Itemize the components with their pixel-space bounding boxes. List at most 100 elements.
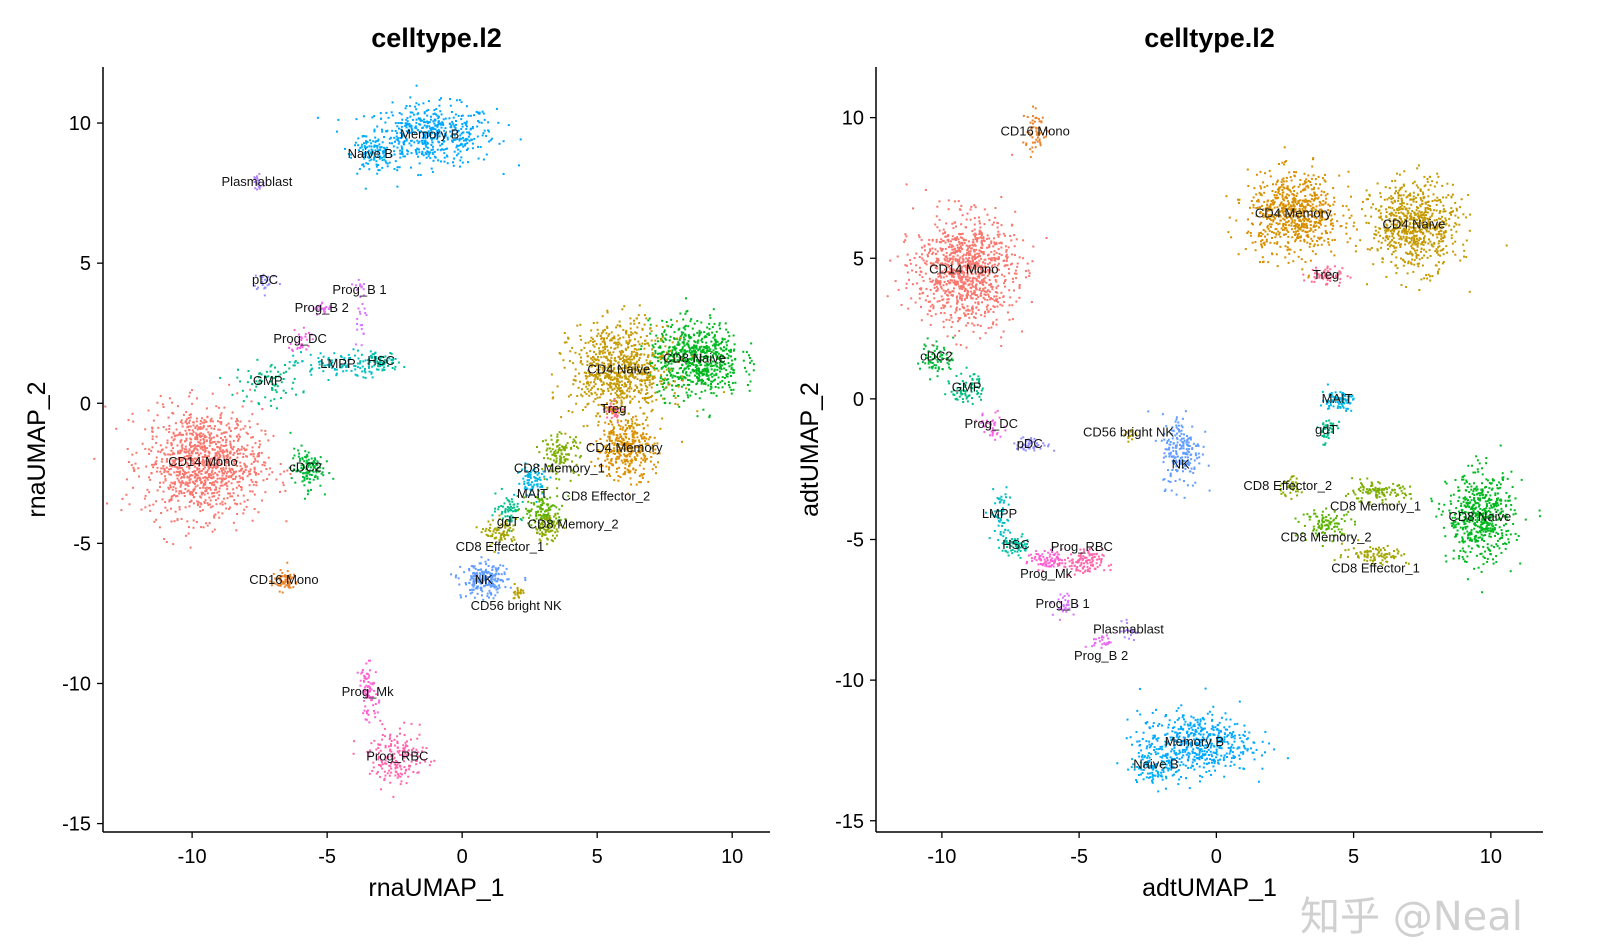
point-cd8-naive <box>710 392 713 395</box>
point-memory-b <box>451 120 454 123</box>
point-cd14-mono <box>150 449 153 452</box>
point-cd4-memory <box>597 449 600 451</box>
point-cd14-mono <box>225 457 228 460</box>
point-cd16-mono <box>287 586 290 589</box>
point-cd8-naive <box>661 366 664 369</box>
point-cd14-mono <box>192 519 195 522</box>
point-cd14-mono <box>231 411 234 414</box>
point-memory-b <box>430 167 433 170</box>
point-mait <box>533 483 536 486</box>
point-cd8-memory-2 <box>549 520 552 523</box>
point-cd14-mono <box>213 514 216 517</box>
point-cd14-mono <box>173 452 176 455</box>
point-memory-b <box>394 130 397 132</box>
point-cd8-memory-2 <box>527 522 530 525</box>
point-cd4-naive <box>601 372 604 375</box>
point-cd14-mono <box>173 465 176 468</box>
point-memory-b <box>455 154 458 157</box>
point-cd14-mono <box>196 484 199 487</box>
point-cd14-mono <box>187 425 190 428</box>
point-memory-b <box>424 151 427 154</box>
point-cd14-mono <box>162 406 165 408</box>
point-cd14-mono <box>196 424 199 427</box>
point-cd14-mono <box>148 491 151 494</box>
point-naive-b <box>365 151 368 154</box>
point-lmpp <box>318 367 321 369</box>
point-cd8-naive <box>678 405 681 408</box>
point-cd8-naive <box>683 338 686 341</box>
point-cd14-mono <box>193 470 196 473</box>
point-cd8-naive <box>725 328 728 331</box>
point-cd8-memory-1 <box>577 447 580 450</box>
point-cd8-memory-2 <box>542 513 545 516</box>
point-cd4-memory <box>622 473 625 476</box>
point-nk <box>470 577 473 580</box>
point-nk <box>485 582 487 585</box>
point-memory-b <box>388 137 391 140</box>
point-cd14-mono <box>156 401 159 404</box>
point-cd4-naive <box>635 317 638 320</box>
point-memory-b <box>379 146 382 149</box>
point-cd14-mono <box>204 476 207 479</box>
point-cd14-mono <box>203 441 206 443</box>
point-memory-b <box>440 123 442 126</box>
point-prog-b-2 <box>319 306 322 309</box>
point-cd4-naive <box>646 356 649 359</box>
point-cd14-mono <box>212 473 215 476</box>
point-cdc2 <box>296 468 299 471</box>
point-lmpp <box>328 365 331 368</box>
point-cd4-naive <box>605 337 608 340</box>
point-cd4-naive <box>635 351 638 354</box>
point-cdc2 <box>301 468 304 470</box>
point-cd8-naive <box>718 322 721 325</box>
point-cd8-naive <box>680 331 683 334</box>
point-cd8-memory-1 <box>556 445 559 448</box>
point-cd14-mono <box>229 470 231 473</box>
point-cd14-mono <box>162 426 165 428</box>
point-cd14-mono <box>189 432 192 435</box>
point-cd4-naive <box>639 392 642 395</box>
point-treg <box>616 421 619 424</box>
point-cd4-naive <box>651 394 653 397</box>
point-cd14-mono <box>225 431 228 434</box>
point-nk <box>486 595 489 598</box>
cluster-nk <box>450 552 527 601</box>
point-cd14-mono <box>259 443 262 446</box>
point-nk <box>489 591 492 594</box>
point-naive-b <box>373 145 376 148</box>
point-memory-b <box>417 103 420 106</box>
point-naive-b <box>369 139 371 142</box>
point-cd4-naive <box>640 389 643 392</box>
point-memory-b <box>373 130 376 133</box>
point-cd14-mono <box>189 474 192 476</box>
point-cd4-memory <box>643 457 646 460</box>
point-cd8-naive <box>731 382 734 385</box>
point-memory-b <box>423 133 426 136</box>
point-cd8-naive <box>672 394 675 397</box>
point-cd4-naive <box>579 380 582 383</box>
point-cd14-mono <box>229 430 232 432</box>
point-pdc <box>275 281 278 284</box>
point-cd14-mono <box>200 432 203 435</box>
point-cd4-naive <box>593 340 596 343</box>
point-memory-b <box>437 117 440 120</box>
point-cd14-mono <box>226 497 229 500</box>
point-cdc2 <box>308 478 311 481</box>
point-cd4-naive <box>619 390 621 392</box>
point-cd4-naive <box>628 336 631 339</box>
point-memory-b <box>410 124 413 127</box>
point-lmpp <box>296 361 299 364</box>
point-lmpp <box>309 370 312 373</box>
point-cd8-memory-1 <box>547 443 549 446</box>
point-cd8-naive <box>682 399 685 402</box>
point-cd4-naive <box>646 366 649 369</box>
point-cd4-memory <box>608 431 611 434</box>
point-memory-b <box>423 112 426 115</box>
point-cd14-mono <box>196 438 199 441</box>
point-cd8-naive <box>654 343 657 345</box>
point-cd14-mono <box>236 456 239 459</box>
point-cdc2 <box>299 457 301 460</box>
point-nk <box>470 575 473 578</box>
point-nk <box>459 594 462 597</box>
point-nk <box>471 591 474 594</box>
